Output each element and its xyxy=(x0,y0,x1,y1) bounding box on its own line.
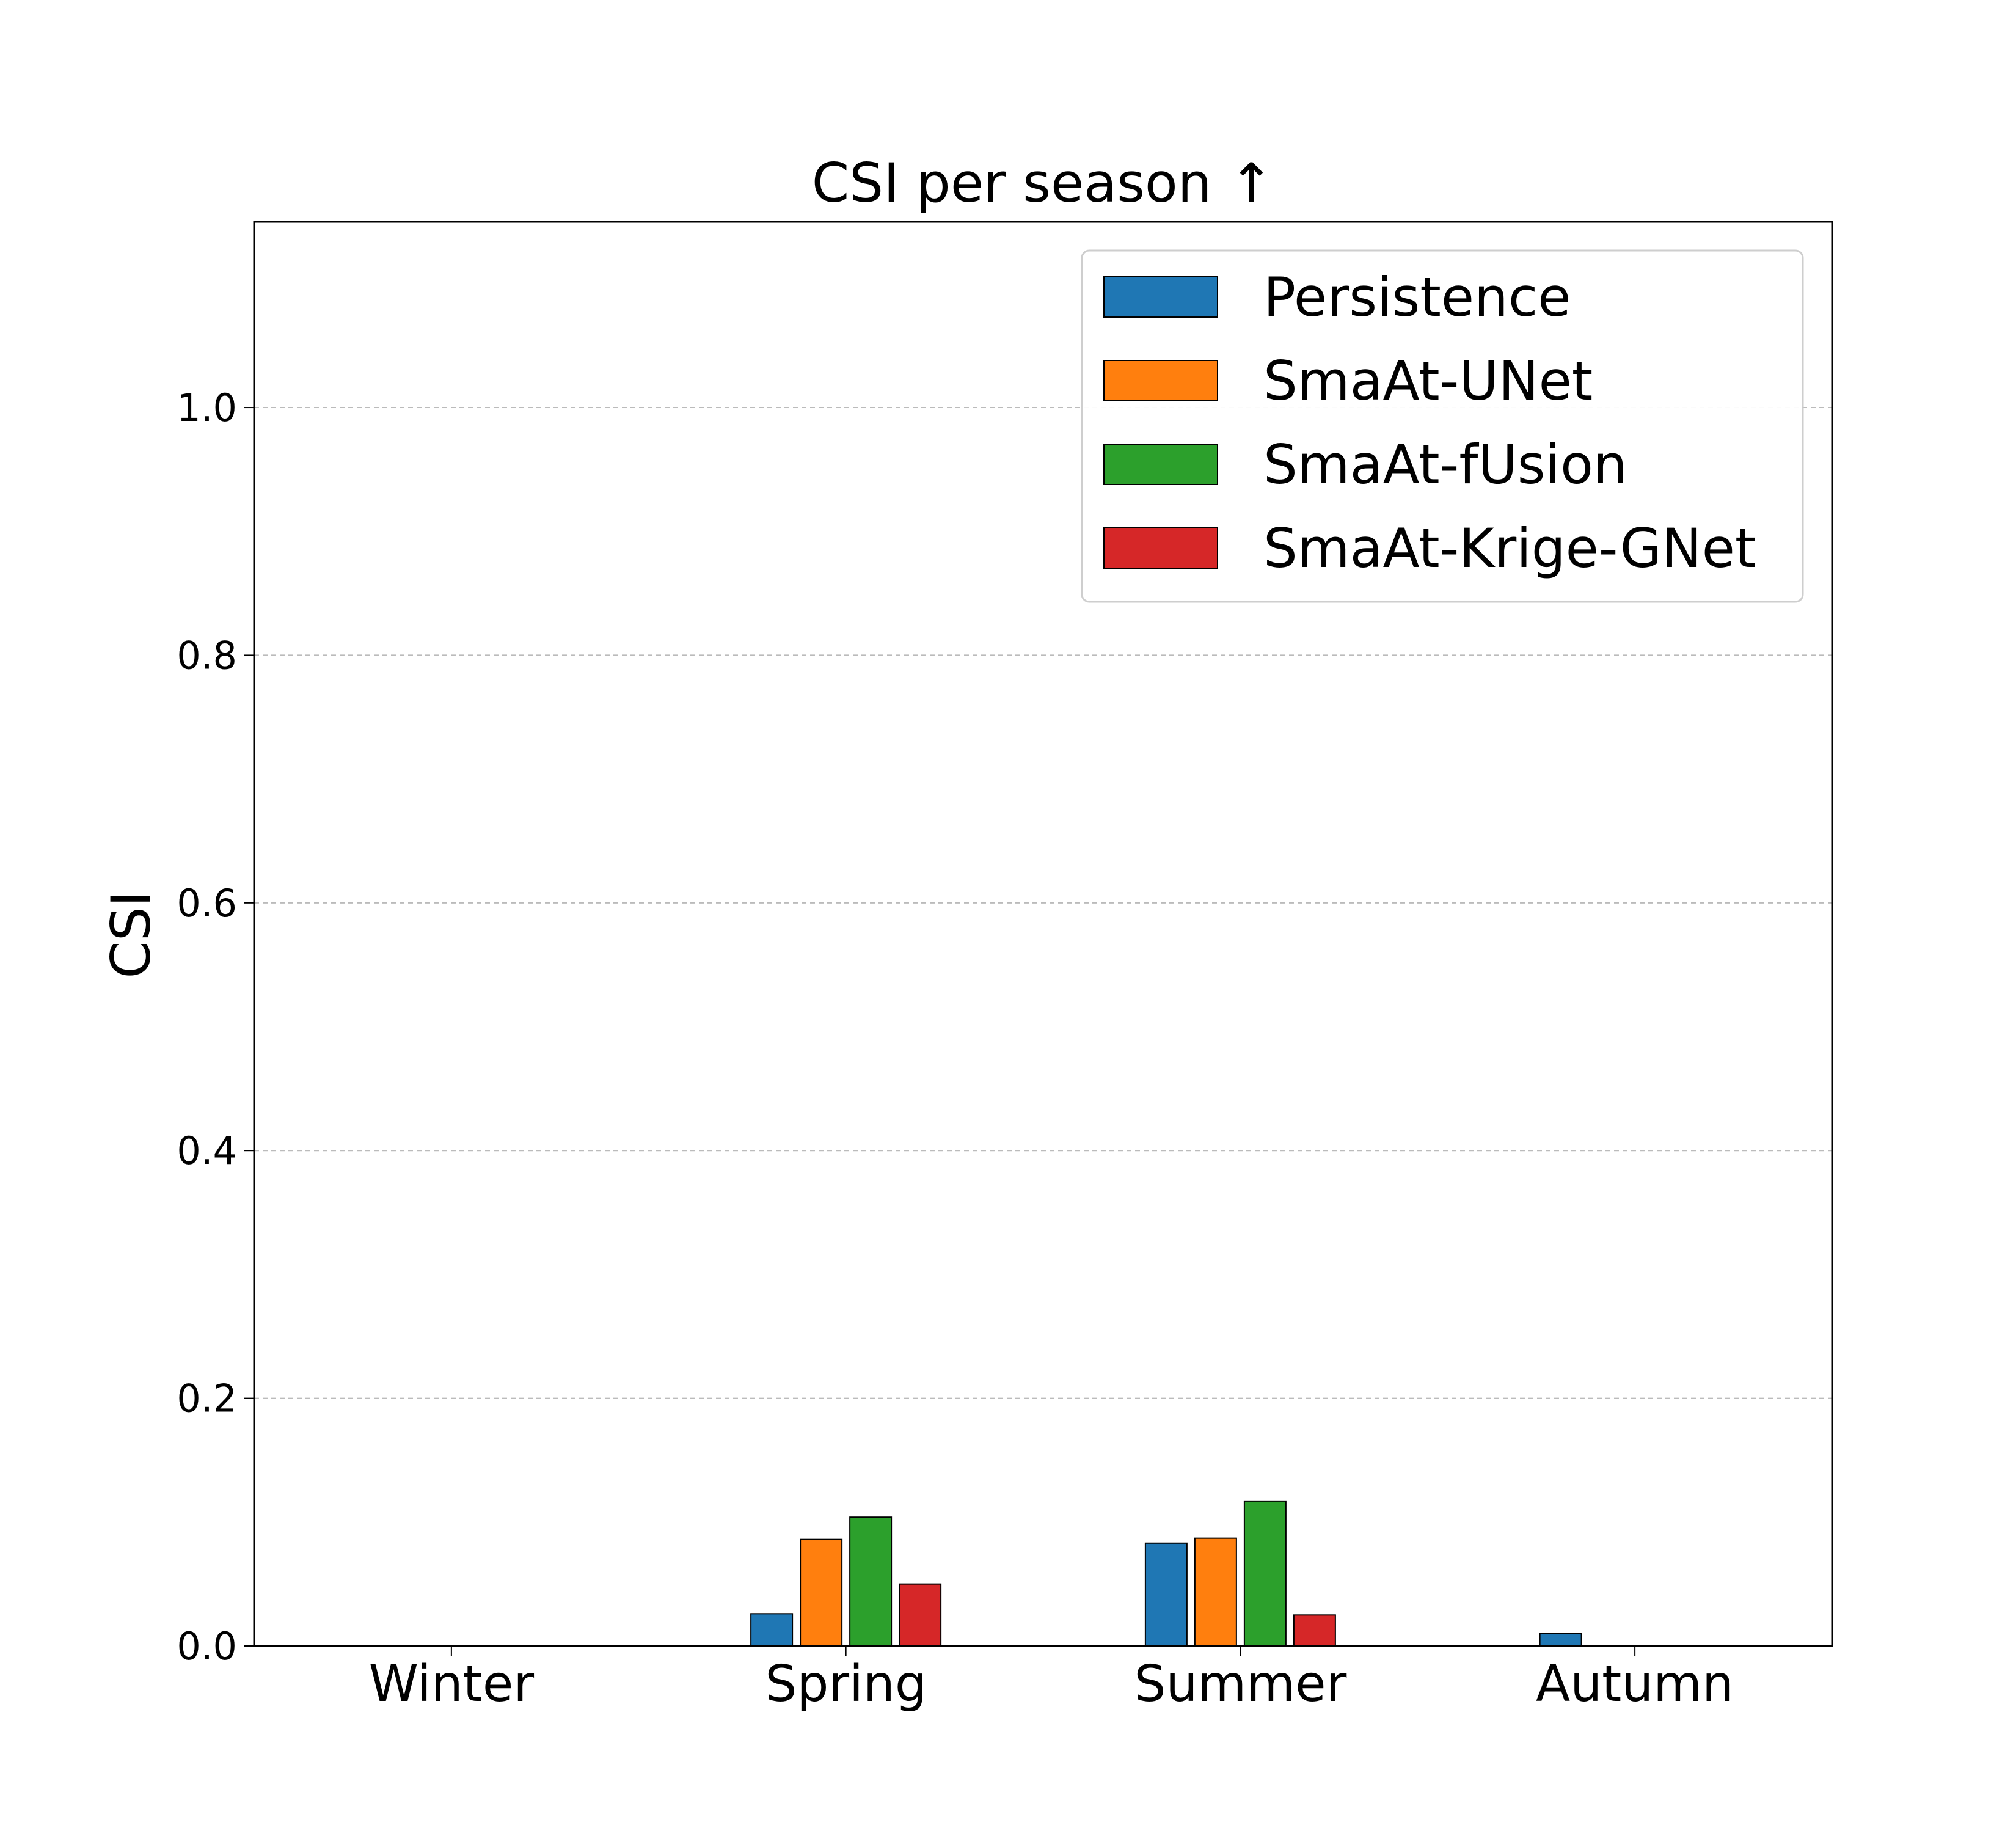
legend-swatch xyxy=(1103,527,1218,569)
x-tick-label: Spring xyxy=(765,1655,927,1713)
y-tick-label: 0.0 xyxy=(177,1624,237,1669)
bar-persistence-spring xyxy=(750,1613,794,1647)
bar-persistence-summer xyxy=(1144,1542,1188,1647)
legend-label: SmaAt-Krige-GNet xyxy=(1263,517,1756,580)
x-axis: Winter Spring Summer Autumn xyxy=(369,1646,1734,1713)
y-tick-label: 0.6 xyxy=(177,881,237,926)
bars-layer xyxy=(750,1500,1582,1647)
bar-smaat-krige-gnet-summer xyxy=(1293,1614,1336,1647)
x-tick-label: Winter xyxy=(369,1655,535,1713)
grid-layer xyxy=(254,407,1832,1399)
chart-title: CSI per season ↑ xyxy=(812,152,1274,214)
legend-label: SmaAt-fUsion xyxy=(1263,433,1627,496)
bar-smaat-fusion-spring xyxy=(849,1516,893,1647)
x-tick-label: Summer xyxy=(1134,1655,1346,1713)
legend-label: SmaAt-UNet xyxy=(1263,349,1593,412)
y-tick-label: 1.0 xyxy=(177,386,237,430)
bar-smaat-unet-spring xyxy=(800,1538,843,1647)
bar-persistence-autumn xyxy=(1539,1633,1582,1647)
y-axis-label: CSI xyxy=(100,891,163,978)
legend-frame xyxy=(1081,249,1804,603)
bar-smaat-unet-summer xyxy=(1194,1537,1237,1647)
legend: Persistence SmaAt-UNet SmaAt-fUsion SmaAt-K… xyxy=(1081,249,1804,603)
y-tick-label: 0.2 xyxy=(177,1377,237,1421)
legend-swatch xyxy=(1103,444,1218,485)
bar-smaat-fusion-summer xyxy=(1243,1500,1287,1647)
y-tick-label: 0.8 xyxy=(177,633,237,678)
y-tick-label: 0.4 xyxy=(177,1128,237,1173)
x-tick-label: Autumn xyxy=(1536,1655,1734,1713)
legend-label: Persistence xyxy=(1263,266,1571,329)
axes-frame xyxy=(253,221,1833,1647)
bar-smaat-krige-gnet-spring xyxy=(899,1583,942,1647)
legend-swatch xyxy=(1103,360,1218,401)
y-axis: 0.0 0.2 0.4 0.6 0.8 1.0 xyxy=(177,386,254,1669)
legend-swatch xyxy=(1103,276,1218,318)
